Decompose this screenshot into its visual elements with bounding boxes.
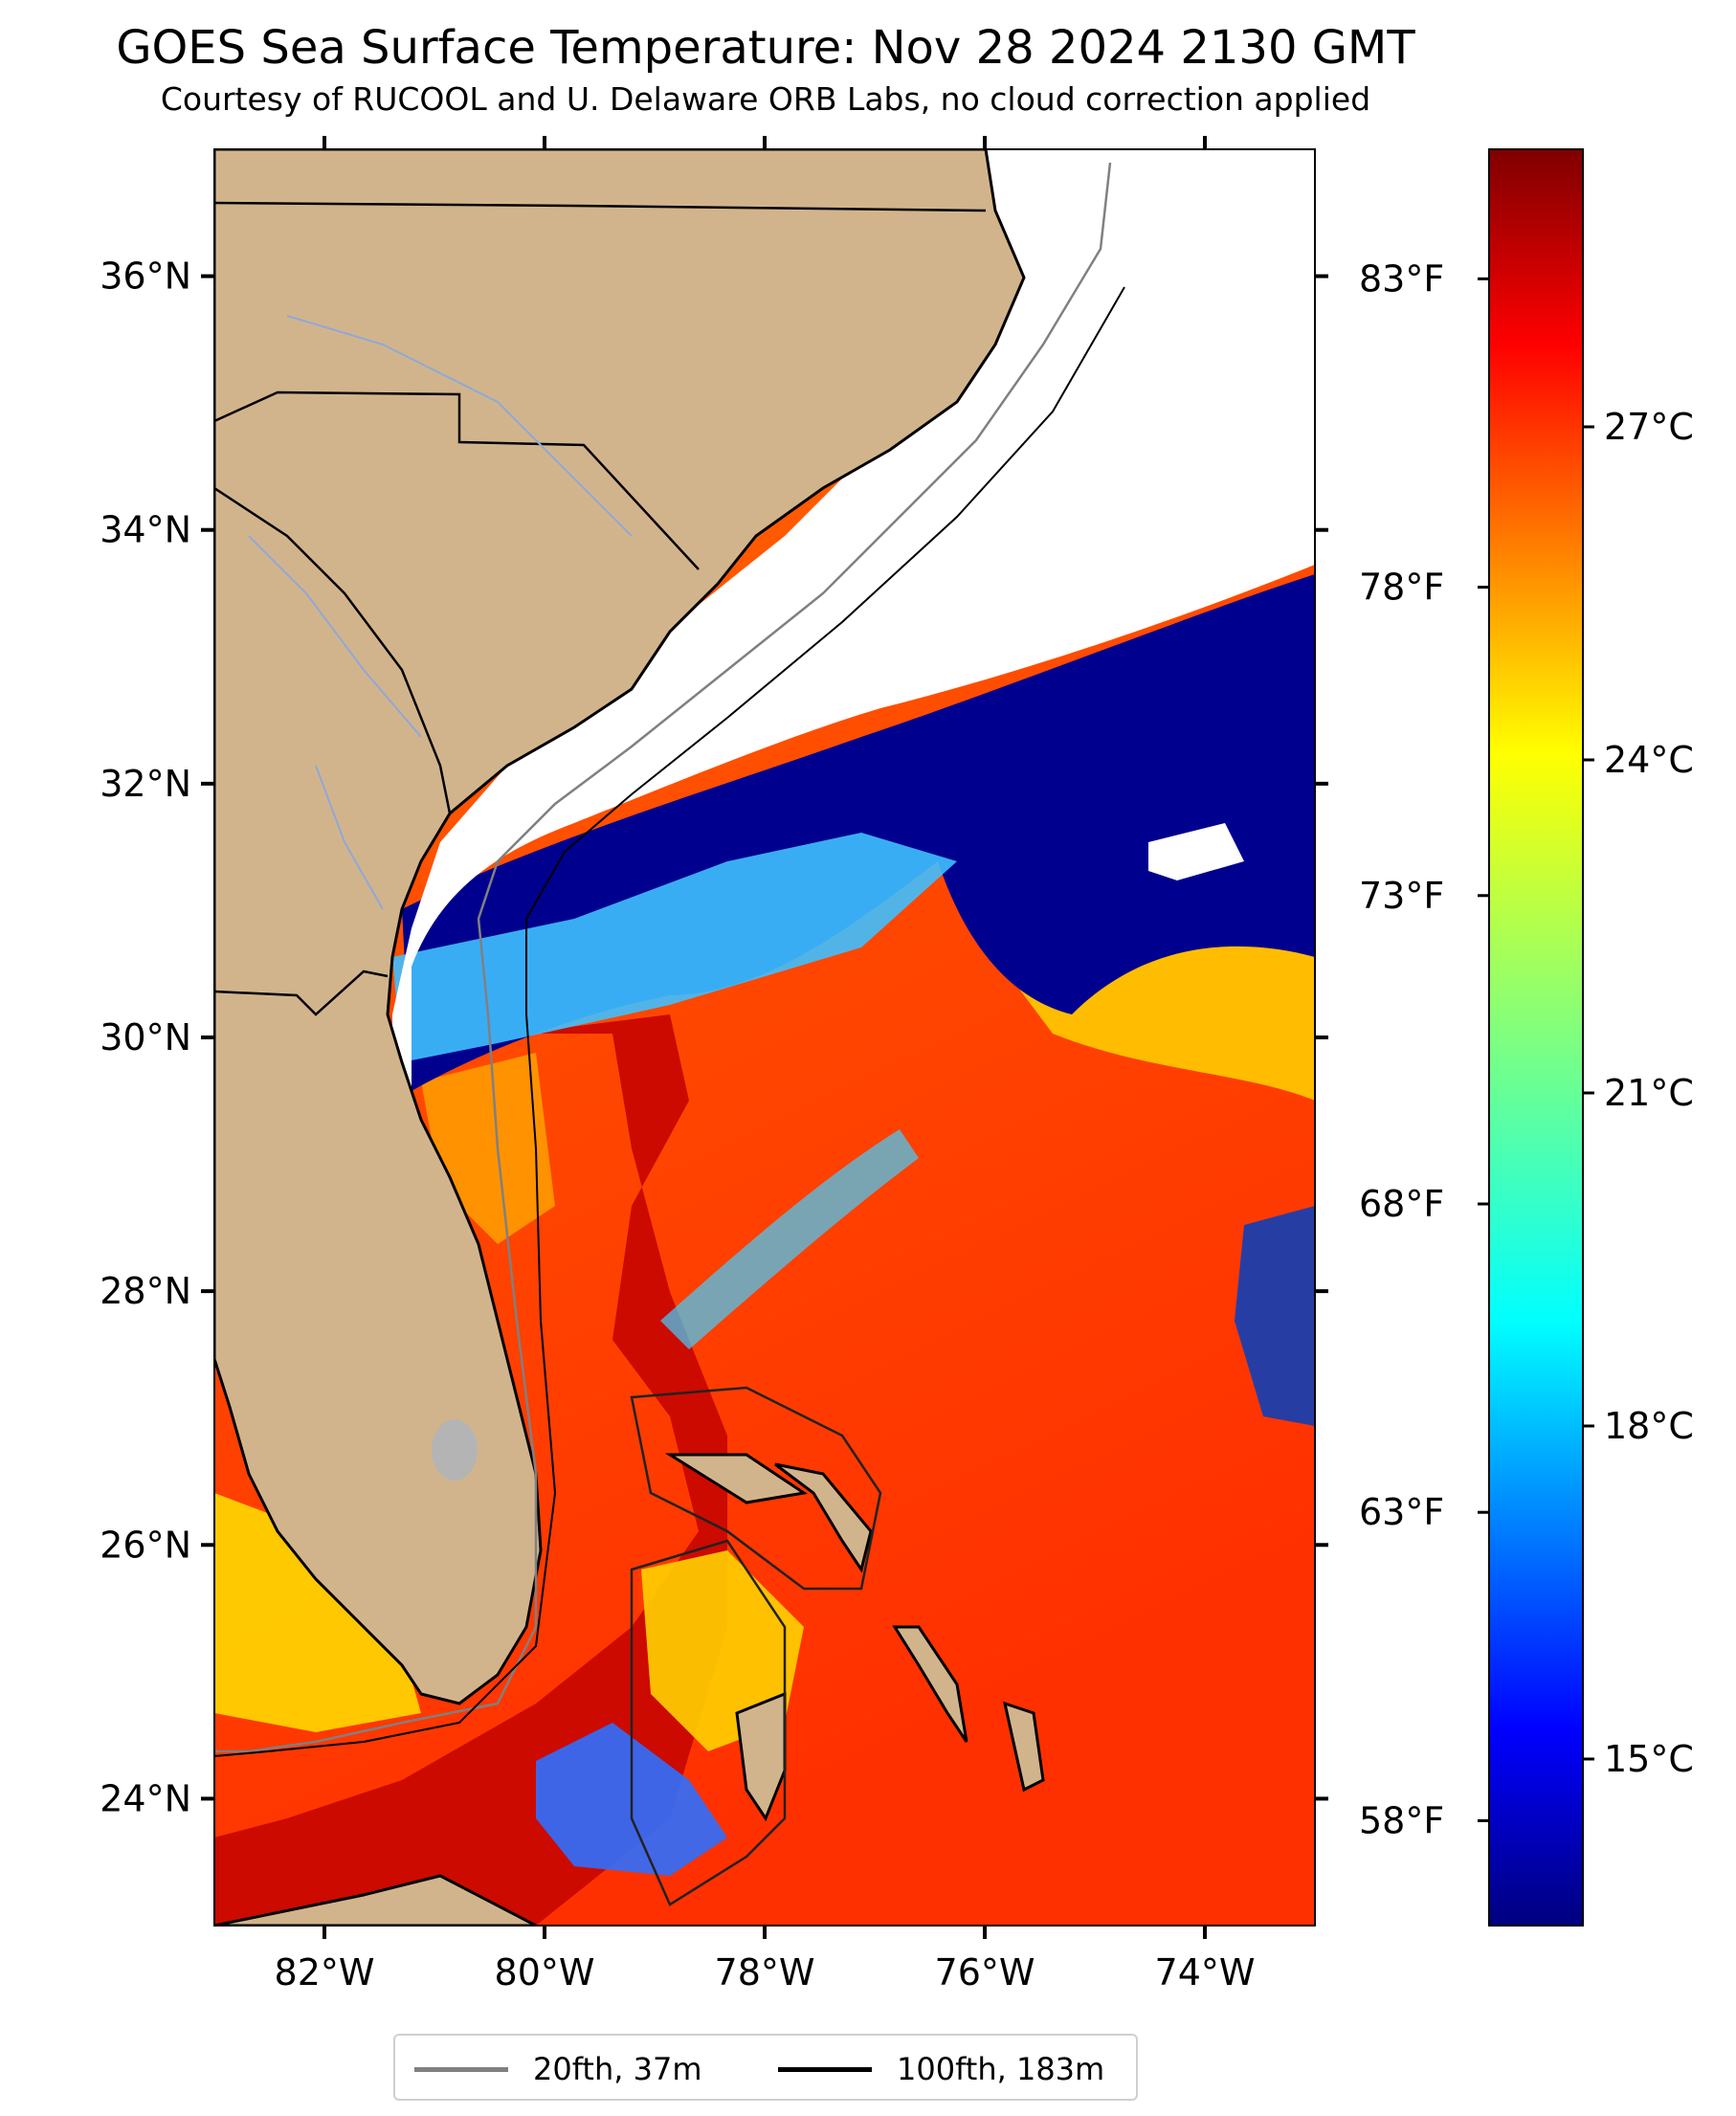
colorbar-fahrenheit-ticks: 83°F 78°F 73°F 68°F 63°F 58°F xyxy=(1359,257,1489,1841)
legend-item-100fth: 100fth, 183m xyxy=(778,2051,1104,2087)
isobath-100fth xyxy=(214,286,1125,1757)
fahrenheit-tick-label: 73°F xyxy=(1359,875,1444,917)
latitude-axis: 36°N 34°N 32°N 30°N 28°N 26°N 24°N xyxy=(100,256,1328,1819)
map-title: GOES Sea Surface Temperature: Nov 28 202… xyxy=(116,21,1415,75)
legend-swatch-20fth xyxy=(414,2066,508,2072)
celsius-tick-label: 15°C xyxy=(1604,1738,1694,1780)
map-area xyxy=(214,149,1315,1926)
isobath-legend: 20fth, 37m 100fth, 183m xyxy=(393,2034,1138,2101)
river-1 xyxy=(286,315,633,537)
land-abaco xyxy=(774,1462,873,1573)
lon-tick-label: 74°W xyxy=(1155,1951,1256,1993)
colorbar-celsius-ticks: 27°C 24°C 21°C 18°C 15°C xyxy=(1583,406,1694,1780)
state-border-nc-sc xyxy=(214,390,700,570)
land-andros xyxy=(735,1691,787,1822)
lat-tick-label: 36°N xyxy=(100,256,191,298)
lat-tick-label: 28°N xyxy=(100,1270,191,1312)
lat-tick-label: 34°N xyxy=(100,509,191,551)
celsius-tick-label: 27°C xyxy=(1604,406,1694,448)
gulf-stream-core xyxy=(214,1014,727,1926)
longitude-axis: 82°W 80°W 78°W 76°W 74°W xyxy=(275,136,1256,1993)
fahrenheit-tick-label: 63°F xyxy=(1359,1491,1444,1533)
lon-tick-label: 80°W xyxy=(495,1951,595,1993)
lat-tick-label: 24°N xyxy=(100,1777,191,1819)
colorbar xyxy=(1488,148,1584,1927)
celsius-tick-label: 18°C xyxy=(1604,1405,1694,1447)
land-mainland xyxy=(214,149,1026,1705)
state-border-ga-fl xyxy=(214,969,389,1016)
lon-tick-label: 76°W xyxy=(935,1951,1035,1993)
legend-swatch-100fth xyxy=(778,2066,872,2072)
lake-okeechobee xyxy=(432,1419,478,1481)
fahrenheit-tick-label: 68°F xyxy=(1359,1183,1444,1225)
warm-yellow-patch-gulf xyxy=(214,1493,421,1732)
lon-tick-label: 78°W xyxy=(715,1951,815,1993)
celsius-tick-label: 24°C xyxy=(1604,739,1694,781)
land-eleuthera xyxy=(892,1625,968,1743)
state-border-va-nc xyxy=(214,201,987,212)
legend-label-20fth: 20fth, 37m xyxy=(533,2051,702,2087)
river-3 xyxy=(315,765,384,910)
cloud-mask-white xyxy=(392,149,1315,1101)
cool-blue-patch-east xyxy=(1235,1206,1315,1426)
cool-band-cyan xyxy=(392,833,957,1062)
cloud-mask-patch-east xyxy=(1148,823,1244,880)
legend-label-100fth: 100fth, 183m xyxy=(897,2051,1105,2087)
celsius-tick-label: 21°C xyxy=(1604,1072,1694,1114)
map-subtitle: Courtesy of RUCOOL and U. Delaware ORB L… xyxy=(160,80,1371,118)
isobath-bahamas xyxy=(630,1386,882,1906)
lat-tick-label: 30°N xyxy=(100,1016,191,1058)
fahrenheit-tick-label: 78°F xyxy=(1359,567,1444,609)
legend-item-20fth: 20fth, 37m xyxy=(414,2051,701,2087)
isobath-20fth xyxy=(214,162,1112,1753)
state-border-sc-ga xyxy=(214,486,452,814)
lon-tick-label: 82°W xyxy=(275,1951,375,1993)
land-grand-bahama xyxy=(664,1453,808,1504)
fahrenheit-tick-label: 83°F xyxy=(1359,257,1444,300)
land-cat-island xyxy=(1002,1701,1045,1793)
fahrenheit-tick-label: 58°F xyxy=(1359,1799,1444,1841)
cool-cyan-streak-mid xyxy=(660,1129,919,1349)
land-cuba xyxy=(214,1874,537,1926)
river-2 xyxy=(248,535,422,738)
lat-tick-label: 26°N xyxy=(100,1524,191,1566)
lat-tick-label: 32°N xyxy=(100,763,191,805)
